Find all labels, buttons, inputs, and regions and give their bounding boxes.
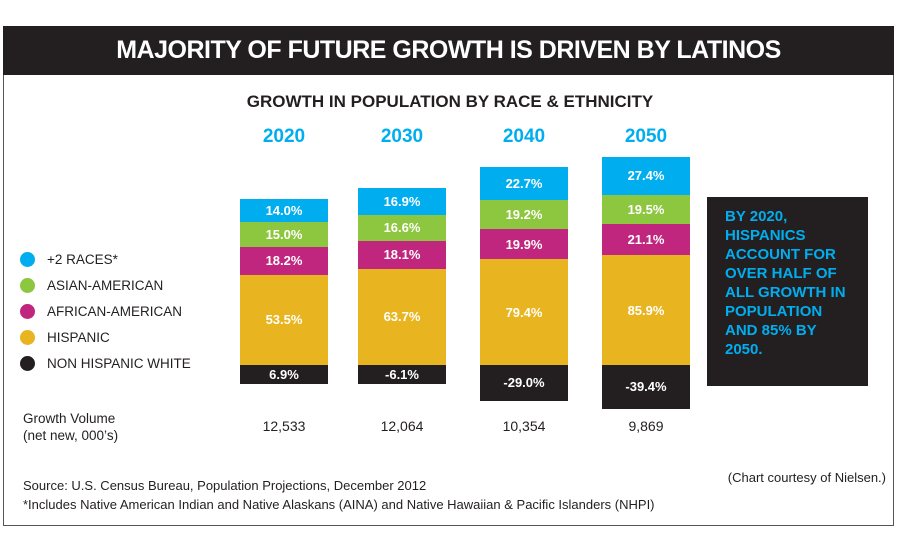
bar-segment-african-american: 18.1%	[358, 240, 446, 269]
bar-segment-asian-american: 19.2%	[480, 200, 568, 230]
page-title: MAJORITY OF FUTURE GROWTH IS DRIVEN BY L…	[3, 26, 894, 75]
bar-segment-non-hispanic-white: 6.9%	[240, 365, 328, 385]
bar-segment-african-american: 18.2%	[240, 246, 328, 275]
bar-segment--2-races: 16.9%	[358, 188, 446, 215]
legend-dot-icon	[20, 355, 35, 371]
growth-volume-value: 12,064	[380, 418, 424, 434]
year-label: 2040	[502, 126, 546, 147]
legend-dot-icon	[20, 303, 35, 319]
courtesy-text: (Chart courtesy of Nielsen.)	[727, 470, 886, 485]
callout-box: BY 2020, HISPANICS ACCOUNT FOR OVER HALF…	[707, 197, 868, 386]
bar-segment-african-american: 21.1%	[602, 224, 690, 256]
legend-dot-icon	[20, 277, 35, 293]
bar-segment--2-races: 27.4%	[602, 156, 690, 195]
footnote-text: *Includes Native American Indian and Nat…	[23, 497, 655, 512]
bar-segment-non-hispanic-white: -6.1%	[358, 365, 446, 384]
bar-segment-non-hispanic-white: -39.4%	[602, 365, 690, 409]
growth-volume-value: 10,354	[502, 418, 546, 434]
legend-dot-icon	[20, 329, 35, 345]
bar-segment-hispanic: 85.9%	[602, 255, 690, 365]
source-notes: Source: U.S. Census Bureau, Population P…	[23, 476, 655, 514]
bar-segment-hispanic: 79.4%	[480, 259, 568, 365]
bar-segment--2-races: 14.0%	[240, 198, 328, 223]
growth-volume-label-line1: Growth Volume	[23, 411, 116, 426]
legend-label: ASIAN-AMERICAN	[47, 277, 164, 293]
growth-volume-value: 12,533	[262, 418, 306, 434]
legend-item: ASIAN-AMERICAN	[20, 276, 163, 294]
bar-segment-hispanic: 53.5%	[240, 274, 328, 365]
legend-label: AFRICAN-AMERICAN	[47, 303, 183, 319]
bar-segment-asian-american: 16.6%	[358, 214, 446, 241]
growth-volume-value: 9,869	[628, 418, 664, 434]
year-label: 2030	[380, 126, 424, 147]
bar-segment-african-american: 19.9%	[480, 229, 568, 260]
bar-segment--2-races: 22.7%	[480, 167, 568, 201]
bar-segment-asian-american: 15.0%	[240, 222, 328, 247]
legend-label: +2 RACES*	[47, 251, 118, 267]
legend-item: HISPANIC	[20, 328, 110, 346]
legend-label: NON HISPANIC WHITE	[47, 355, 191, 371]
legend-item: AFRICAN-AMERICAN	[20, 302, 182, 320]
chart-title: GROWTH IN POPULATION BY RACE & ETHNICITY	[246, 92, 654, 111]
year-label: 2020	[262, 126, 306, 147]
growth-volume-label-line2: (net new, 000’s)	[23, 428, 119, 443]
year-label: 2050	[624, 126, 668, 147]
legend-item: +2 RACES*	[20, 250, 118, 268]
source-text: Source: U.S. Census Bureau, Population P…	[23, 478, 427, 493]
bar-segment-asian-american: 19.5%	[602, 194, 690, 225]
growth-volume-label: Growth Volume (net new, 000’s)	[23, 410, 118, 444]
legend-label: HISPANIC	[47, 329, 110, 345]
bar-segment-non-hispanic-white: -29.0%	[480, 365, 568, 401]
bar-segment-hispanic: 63.7%	[358, 268, 446, 365]
legend-item: NON HISPANIC WHITE	[20, 354, 191, 372]
legend-dot-icon	[20, 251, 35, 267]
